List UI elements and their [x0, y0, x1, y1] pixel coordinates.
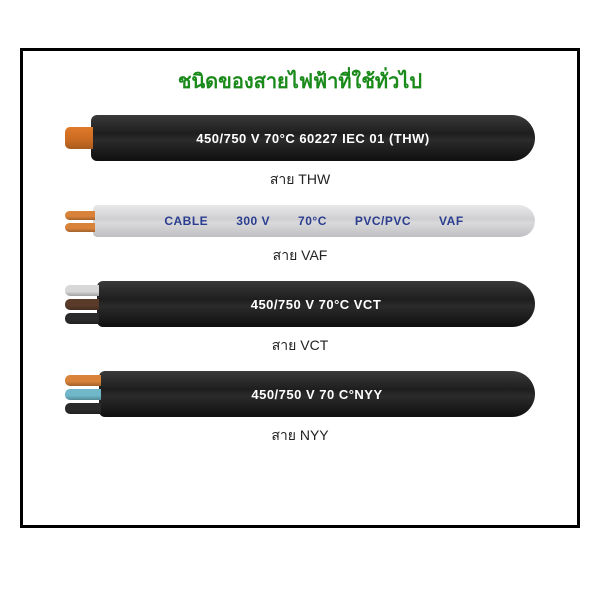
cable-nyy-core — [65, 375, 101, 386]
cable-nyy-cores — [65, 375, 101, 414]
cable-vaf-print-part: 70°C — [298, 214, 327, 228]
cable-nyy-print: 450/750 V 70 C°NYY — [251, 387, 382, 402]
cable-vaf-cores — [65, 211, 95, 232]
cable-vaf-graphic: CABLE 300 V 70°C PVC/PVC VAF — [65, 205, 535, 237]
cable-nyy-core — [65, 389, 101, 400]
cable-vaf-print: CABLE 300 V 70°C PVC/PVC VAF — [150, 214, 477, 228]
canvas: ชนิดของสายไฟฟ้าที่ใช้ทั่วไป 450/750 V 70… — [0, 0, 600, 600]
cable-vct-print: 450/750 V 70°C VCT — [251, 297, 382, 312]
cable-vaf-print-part: CABLE — [164, 214, 208, 228]
cable-thw-body: 450/750 V 70°C 60227 IEC 01 (THW) — [91, 115, 535, 161]
cable-thw-caption: สาย THW — [270, 169, 330, 191]
cable-vct-graphic: 450/750 V 70°C VCT — [65, 281, 535, 327]
cable-vct-core — [65, 313, 99, 324]
diagram-title: ชนิดของสายไฟฟ้าที่ใช้ทั่วไป — [178, 65, 422, 97]
cable-nyy-graphic: 450/750 V 70 C°NYY — [65, 371, 535, 417]
cable-thw-print: 450/750 V 70°C 60227 IEC 01 (THW) — [196, 131, 429, 146]
cable-thw-graphic: 450/750 V 70°C 60227 IEC 01 (THW) — [65, 115, 535, 161]
cable-vaf-core — [65, 211, 95, 220]
diagram-frame: ชนิดของสายไฟฟ้าที่ใช้ทั่วไป 450/750 V 70… — [20, 48, 580, 528]
cable-vct-caption: สาย VCT — [272, 335, 329, 357]
cable-nyy-body: 450/750 V 70 C°NYY — [99, 371, 535, 417]
cable-vct-core — [65, 299, 99, 310]
cable-vct-body: 450/750 V 70°C VCT — [97, 281, 535, 327]
cable-vaf-print-part: VAF — [439, 214, 464, 228]
cable-vct-cores — [65, 285, 99, 324]
cable-thw-cores — [65, 127, 93, 149]
cable-vaf-body: CABLE 300 V 70°C PVC/PVC VAF — [93, 205, 535, 237]
cable-nyy-core — [65, 403, 101, 414]
cable-nyy-caption: สาย NYY — [271, 425, 328, 447]
cable-thw-core — [65, 127, 93, 149]
cable-vaf-core — [65, 223, 95, 232]
cable-vct: 450/750 V 70°C VCT สาย VCT — [41, 281, 559, 357]
cable-nyy: 450/750 V 70 C°NYY สาย NYY — [41, 371, 559, 447]
cable-vct-core — [65, 285, 99, 296]
cable-vaf: CABLE 300 V 70°C PVC/PVC VAF สาย VAF — [41, 205, 559, 267]
cable-vaf-print-part: PVC/PVC — [355, 214, 411, 228]
cable-thw: 450/750 V 70°C 60227 IEC 01 (THW) สาย TH… — [41, 115, 559, 191]
cable-vaf-print-part: 300 V — [236, 214, 270, 228]
cable-vaf-caption: สาย VAF — [273, 245, 328, 267]
